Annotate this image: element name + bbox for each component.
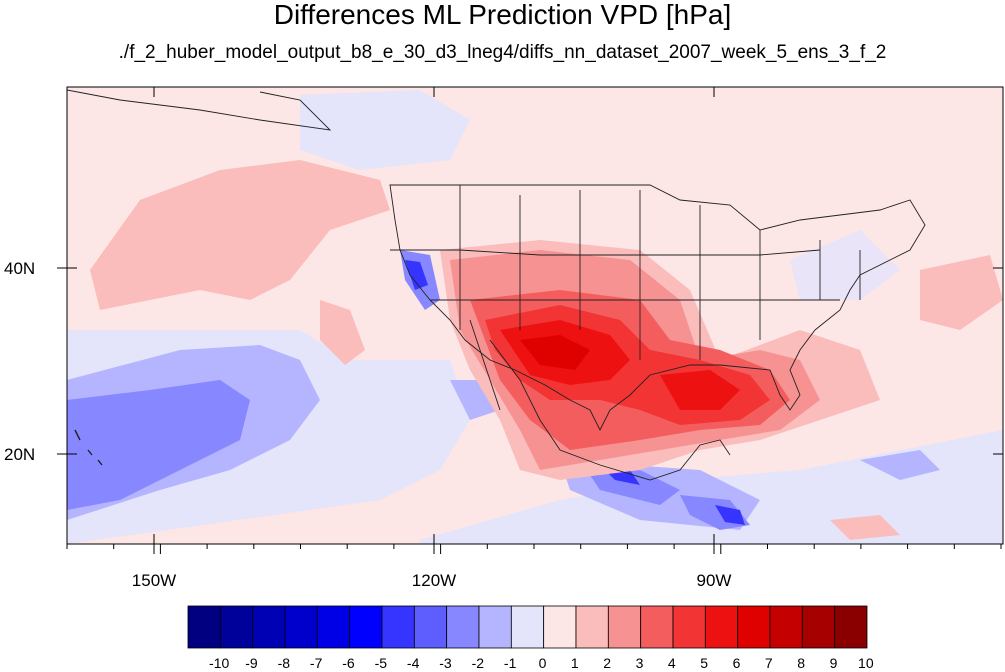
map-field [67,87,1003,544]
lon-label-90w: 90W [696,571,732,590]
colorbar-label: 2 [603,655,612,671]
colorbar-box [575,605,609,649]
colorbar-box [543,605,577,649]
vpd-difference-map [57,86,1004,554]
colorbar-label: 9 [829,655,838,671]
colorbar-box [640,605,674,649]
map-frame [66,86,1004,545]
colorbar-label: 7 [764,655,773,671]
map-title: Differences ML Prediction VPD [hPa] [273,0,732,30]
colorbar-boxes [187,605,868,649]
colorbar-box [316,605,351,649]
colorbar-label: 8 [797,655,806,671]
colorbar-box [219,605,254,649]
colorbar-box [413,605,448,649]
colorbar-label: -10 [209,655,230,671]
colorbar-label: 6 [732,655,741,671]
colorbar-label: 0 [538,655,547,671]
colorbar-label: -2 [471,655,485,671]
colorbar-box [446,605,480,649]
colorbar-box [801,605,836,649]
colorbar-box [672,605,706,649]
colorbar-box [284,605,318,649]
colorbar-box [769,605,803,649]
colorbar-label: -6 [342,655,355,671]
colorbar-box [478,605,512,649]
colorbar-box [607,605,642,649]
colorbar-box [510,605,545,649]
colorbar-label: -8 [277,655,291,671]
colorbar-label: -9 [245,655,258,671]
map-ticks [57,87,1003,554]
lon-label-150w: 150W [131,571,177,590]
colorbar-label: -1 [503,655,517,671]
lat-label-40n: 40N [4,259,36,278]
colorbar-box [349,605,383,649]
colorbar-label: 3 [635,655,644,671]
colorbar-box [381,605,415,649]
colorbar-box [187,605,221,649]
coastline-borders [67,89,926,481]
colorbar-box [252,605,286,649]
colorbar-label: 10 [858,655,874,671]
lon-label-120w: 120W [411,571,457,590]
colorbar-label: 4 [667,655,676,671]
colorbar-label: -5 [374,655,388,671]
colorbar-label: -7 [309,655,323,671]
hottest-red-areas [520,335,590,370]
colorbar-box [834,605,868,649]
colorbar-label: -4 [406,655,420,671]
map-subtitle: ./f_2_huber_model_output_b8_e_30_d3_lneg… [118,42,887,63]
colorbar-label: 1 [570,655,579,671]
colorbar-label: 5 [700,655,709,671]
colorbar-box [704,605,739,649]
colorbar-label: -3 [439,655,452,671]
colorbar-box [737,605,771,649]
lat-label-20n: 20N [4,445,36,464]
